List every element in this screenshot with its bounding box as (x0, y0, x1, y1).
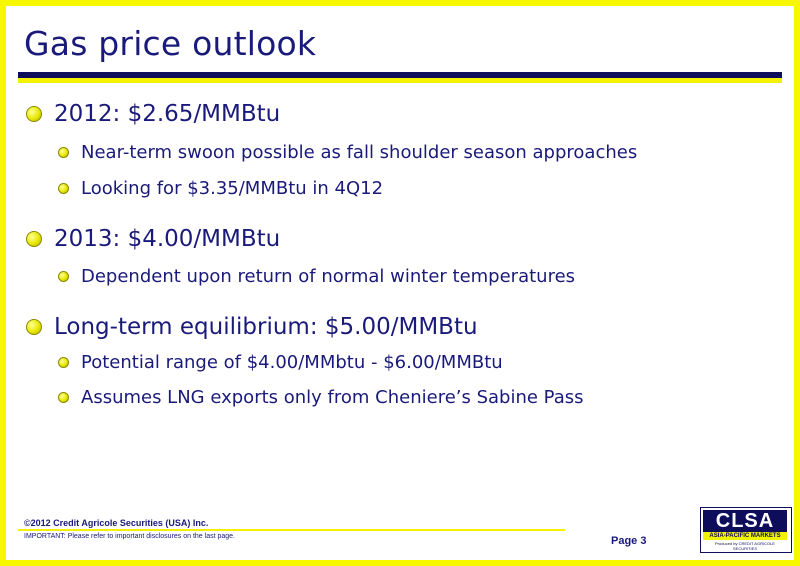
title-rule-navy (18, 72, 782, 78)
logo-produced-by: Produced by CREDIT AGRICOLE SECURITIES (715, 541, 775, 551)
sub-bullet-text: Near-term swoon possible as fall shoulde… (81, 142, 638, 163)
slide-title: Gas price outlook (24, 24, 317, 63)
sub-bullet-text: Dependent upon return of normal winter t… (81, 266, 576, 287)
bullet-long-term: Long-term equilibrium: $5.00/MMBtu (26, 314, 478, 340)
clsa-logo: CLSA ASIA-PACIFIC MARKETS Produced by CR… (700, 507, 792, 553)
footer-disclaimer: IMPORTANT: Please refer to important dis… (24, 533, 236, 540)
bullet-2012: 2012: $2.65/MMBtu (26, 101, 280, 127)
sub-bullet-text: Potential range of $4.00/MMbtu - $6.00/M… (81, 352, 503, 373)
sub-bullet-dot-icon (58, 392, 69, 403)
logo-wordmark: CLSA (703, 510, 787, 532)
footer-copyright: ©2012 Credit Agricole Securities (USA) I… (24, 518, 209, 528)
sub-bullet: Assumes LNG exports only from Cheniere’s… (58, 387, 584, 408)
sub-bullet: Looking for $3.35/MMBtu in 4Q12 (58, 178, 383, 199)
bullet-dot-icon (26, 231, 42, 247)
sub-bullet-text: Looking for $3.35/MMBtu in 4Q12 (81, 178, 384, 199)
sub-bullet: Near-term swoon possible as fall shoulde… (58, 142, 637, 163)
bullet-text: 2012: $2.65/MMBtu (54, 101, 281, 127)
sub-bullet-dot-icon (58, 357, 69, 368)
sub-bullet-dot-icon (58, 271, 69, 282)
sub-bullet-text: Assumes LNG exports only from Cheniere’s… (81, 387, 584, 408)
logo-tagline: ASIA-PACIFIC MARKETS (703, 532, 787, 540)
footer-rule (18, 529, 565, 531)
page-number: Page 3 (611, 535, 647, 547)
title-rule-yellow (18, 78, 782, 83)
bullet-text: Long-term equilibrium: $5.00/MMBtu (54, 314, 478, 340)
bullet-text: 2013: $4.00/MMBtu (54, 226, 281, 252)
bullet-2013: 2013: $4.00/MMBtu (26, 226, 280, 252)
sub-bullet: Dependent upon return of normal winter t… (58, 266, 575, 287)
bullet-dot-icon (26, 106, 42, 122)
bullet-dot-icon (26, 319, 42, 335)
sub-bullet-dot-icon (58, 147, 69, 158)
sub-bullet: Potential range of $4.00/MMbtu - $6.00/M… (58, 352, 503, 373)
sub-bullet-dot-icon (58, 183, 69, 194)
